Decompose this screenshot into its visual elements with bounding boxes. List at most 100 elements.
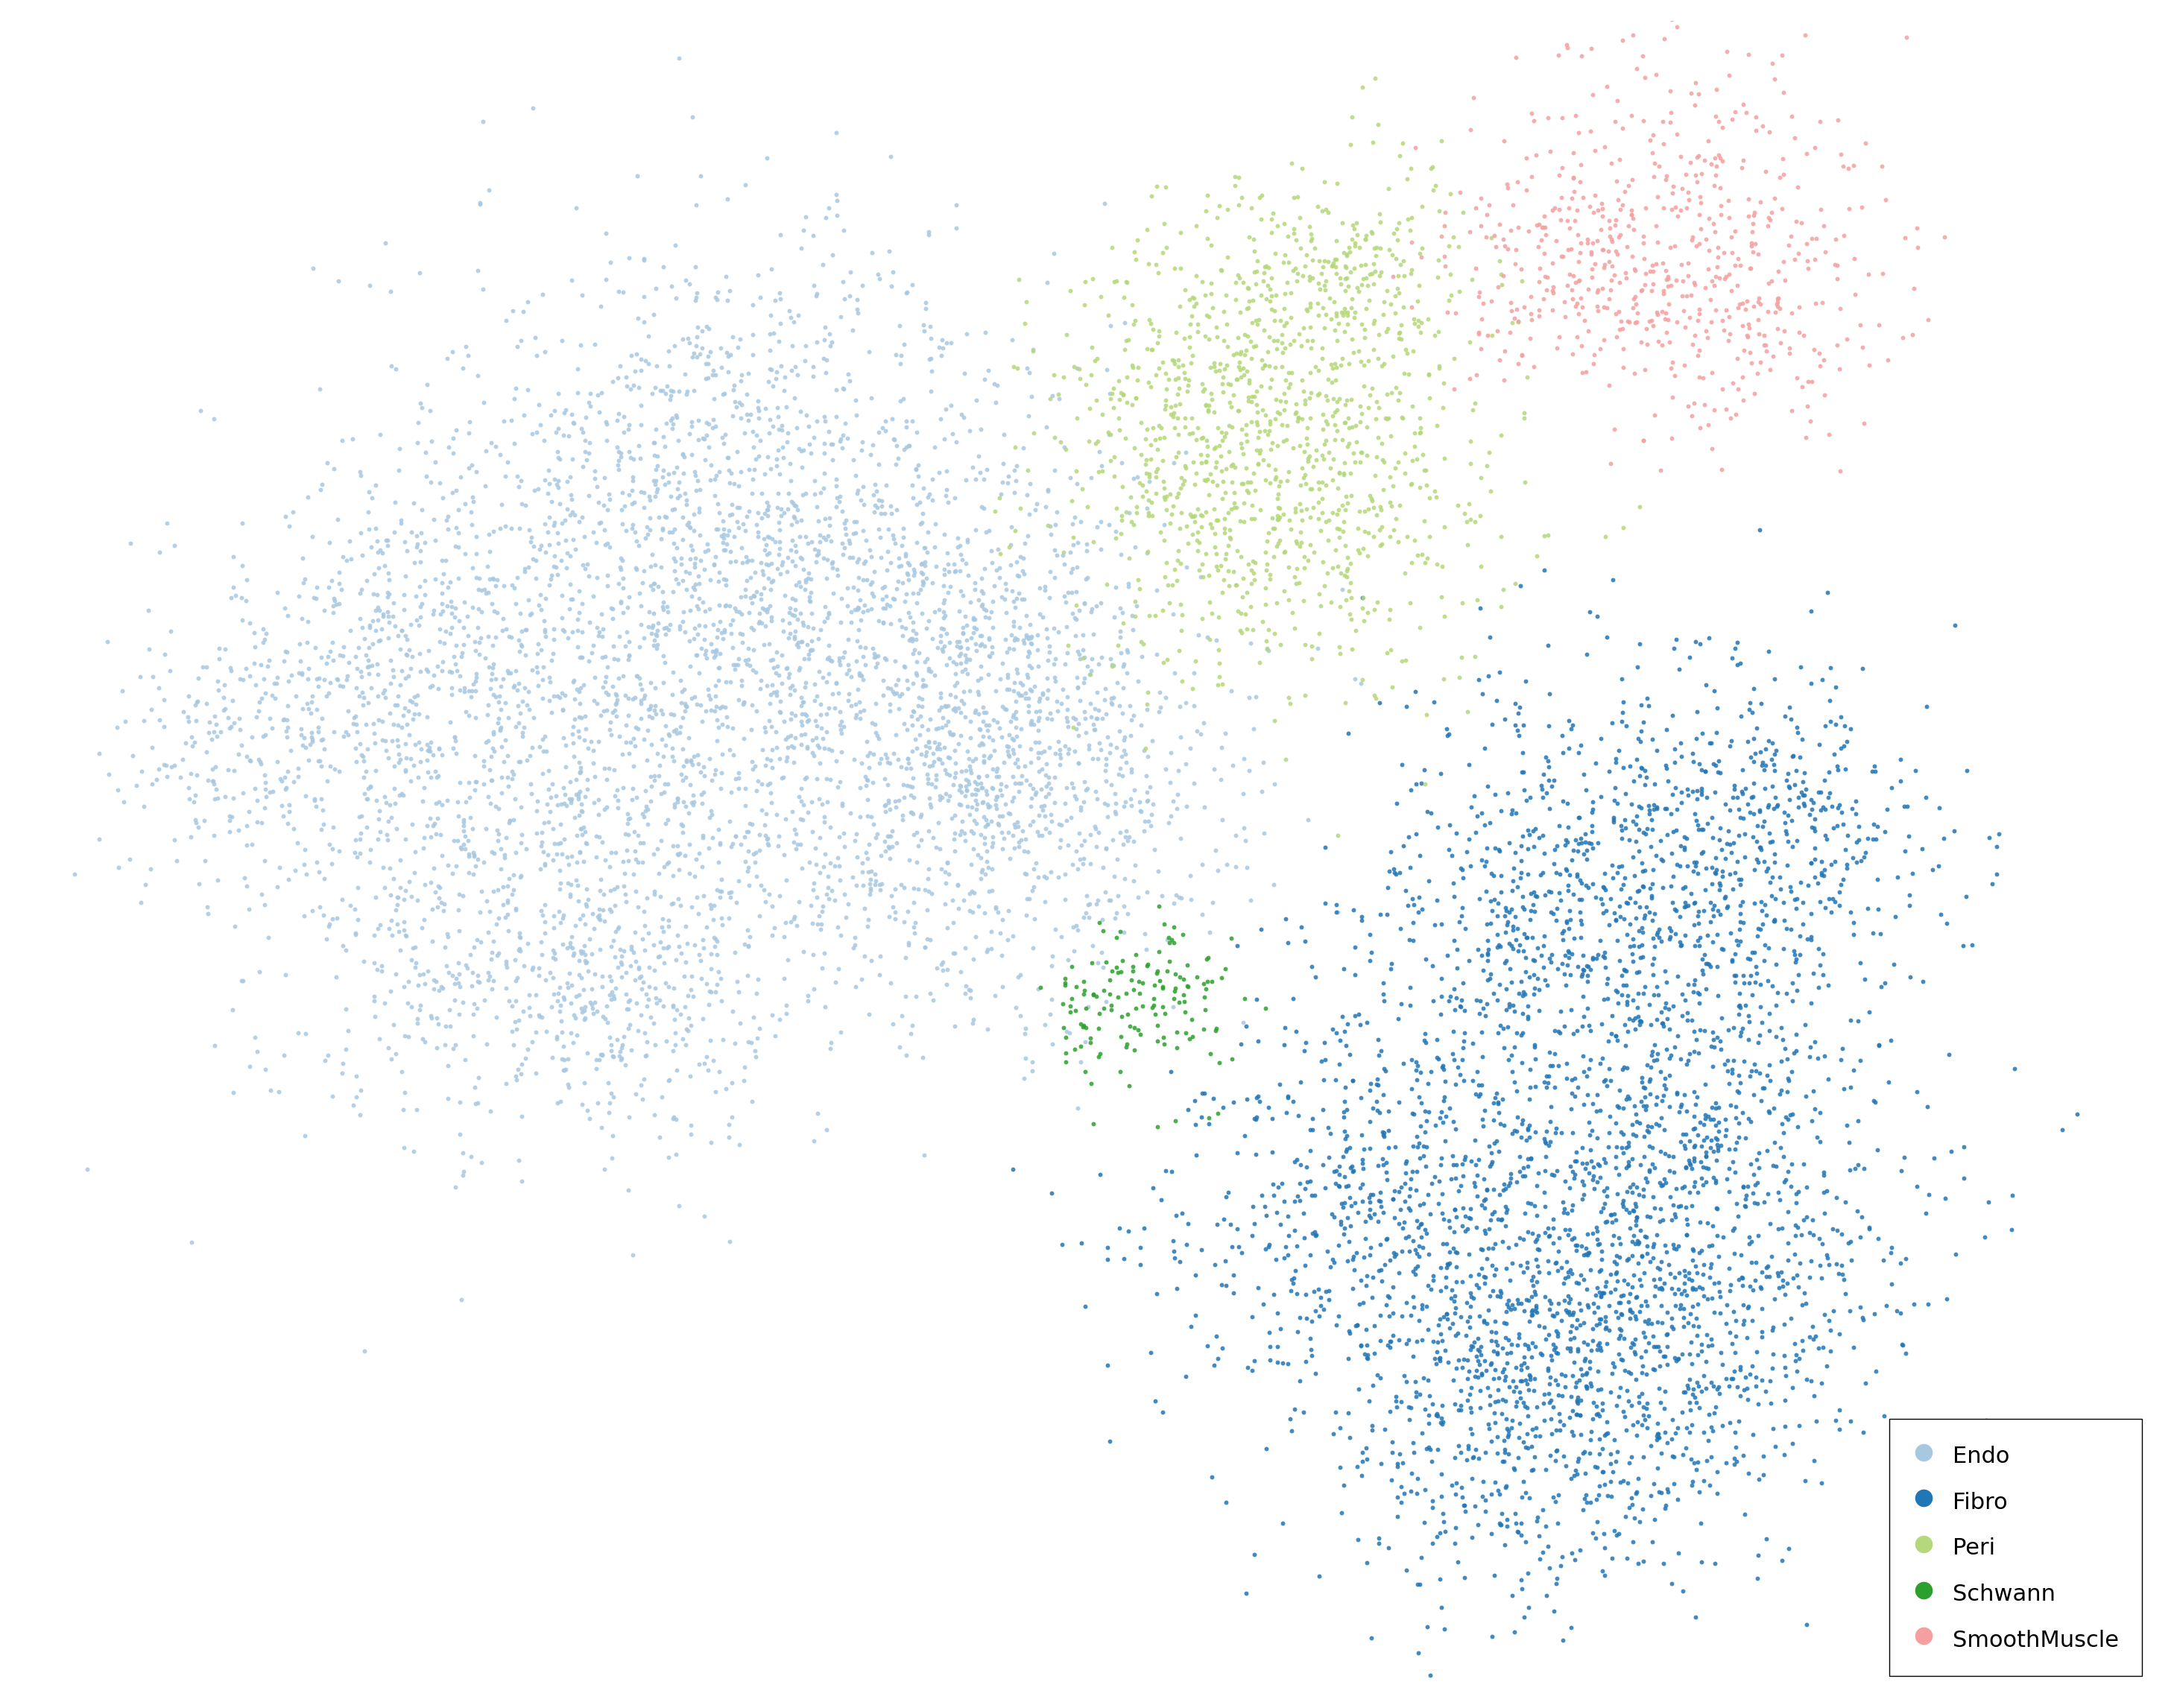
- Point: [1602, 1520, 1637, 1547]
- Point: [1533, 1038, 1567, 1066]
- Point: [1480, 986, 1515, 1013]
- Point: [611, 415, 646, 442]
- Point: [1250, 451, 1285, 478]
- Point: [1378, 282, 1413, 309]
- Point: [874, 675, 909, 702]
- Point: [1030, 763, 1065, 791]
- Point: [1489, 1310, 1524, 1337]
- Point: [1761, 791, 1796, 818]
- Point: [324, 427, 359, 454]
- Point: [378, 355, 413, 383]
- Point: [1565, 333, 1600, 360]
- Point: [474, 767, 509, 794]
- Point: [1422, 1344, 1457, 1372]
- Point: [737, 559, 772, 586]
- Point: [917, 533, 952, 560]
- Point: [833, 543, 867, 570]
- Point: [1113, 483, 1148, 511]
- Point: [500, 709, 535, 736]
- Point: [594, 1037, 628, 1064]
- Point: [1480, 1206, 1515, 1233]
- Point: [1757, 1129, 1791, 1156]
- Point: [1370, 1332, 1404, 1360]
- Point: [911, 818, 946, 845]
- Point: [498, 839, 533, 866]
- Point: [1796, 1221, 1831, 1249]
- Point: [654, 519, 689, 547]
- Point: [1380, 208, 1415, 236]
- Point: [287, 782, 322, 810]
- Point: [846, 473, 880, 500]
- Point: [1628, 1223, 1663, 1250]
- Point: [1128, 415, 1163, 442]
- Point: [952, 646, 987, 673]
- Point: [1670, 1050, 1704, 1078]
- Point: [1222, 191, 1257, 219]
- Point: [1748, 1525, 1783, 1553]
- Point: [1650, 755, 1685, 782]
- Point: [1765, 145, 1800, 173]
- Point: [1646, 1206, 1681, 1233]
- Point: [1283, 1187, 1317, 1214]
- Point: [1494, 955, 1528, 982]
- Point: [924, 784, 959, 811]
- Point: [1320, 354, 1354, 381]
- Point: [1276, 219, 1311, 246]
- Point: [1685, 1153, 1720, 1180]
- Point: [1367, 350, 1402, 377]
- Point: [711, 518, 746, 545]
- Point: [1480, 1423, 1515, 1450]
- Point: [1076, 716, 1111, 743]
- Point: [1502, 1324, 1537, 1351]
- Point: [1350, 1344, 1385, 1372]
- Point: [624, 687, 659, 714]
- Point: [965, 856, 1000, 883]
- Point: [1480, 1377, 1515, 1404]
- Point: [1324, 345, 1359, 372]
- Point: [1607, 972, 1641, 999]
- Point: [683, 758, 717, 786]
- Point: [544, 830, 578, 857]
- Point: [839, 704, 874, 731]
- Point: [852, 880, 887, 907]
- Point: [243, 810, 278, 837]
- Point: [733, 456, 767, 483]
- Point: [1607, 1095, 1641, 1122]
- Point: [1535, 948, 1570, 975]
- Point: [1446, 1346, 1480, 1373]
- Point: [1574, 1117, 1609, 1144]
- Point: [1296, 1307, 1330, 1334]
- Point: [498, 374, 533, 401]
- Point: [267, 775, 302, 803]
- Point: [1002, 769, 1037, 796]
- Point: [1422, 318, 1457, 345]
- Point: [976, 588, 1011, 615]
- Point: [1472, 1132, 1507, 1160]
- Point: [698, 693, 733, 721]
- Point: [813, 647, 848, 675]
- Point: [609, 996, 644, 1023]
- Point: [1333, 1424, 1367, 1452]
- Point: [1785, 890, 1820, 917]
- Point: [1474, 960, 1509, 987]
- Point: [1135, 994, 1170, 1021]
- Point: [285, 695, 320, 722]
- Point: [1159, 1274, 1194, 1301]
- Point: [1374, 492, 1409, 519]
- Point: [1804, 1264, 1839, 1291]
- Point: [900, 692, 935, 719]
- Point: [963, 494, 998, 521]
- Point: [776, 384, 811, 412]
- Point: [1650, 265, 1685, 292]
- Point: [1113, 1013, 1148, 1040]
- Point: [1046, 541, 1080, 569]
- Point: [1754, 864, 1789, 892]
- Point: [1689, 975, 1724, 1003]
- Point: [1546, 1626, 1580, 1653]
- Point: [1204, 579, 1239, 606]
- Point: [937, 659, 972, 687]
- Point: [1470, 967, 1504, 994]
- Point: [552, 463, 587, 490]
- Point: [950, 767, 985, 794]
- Point: [1883, 746, 1917, 774]
